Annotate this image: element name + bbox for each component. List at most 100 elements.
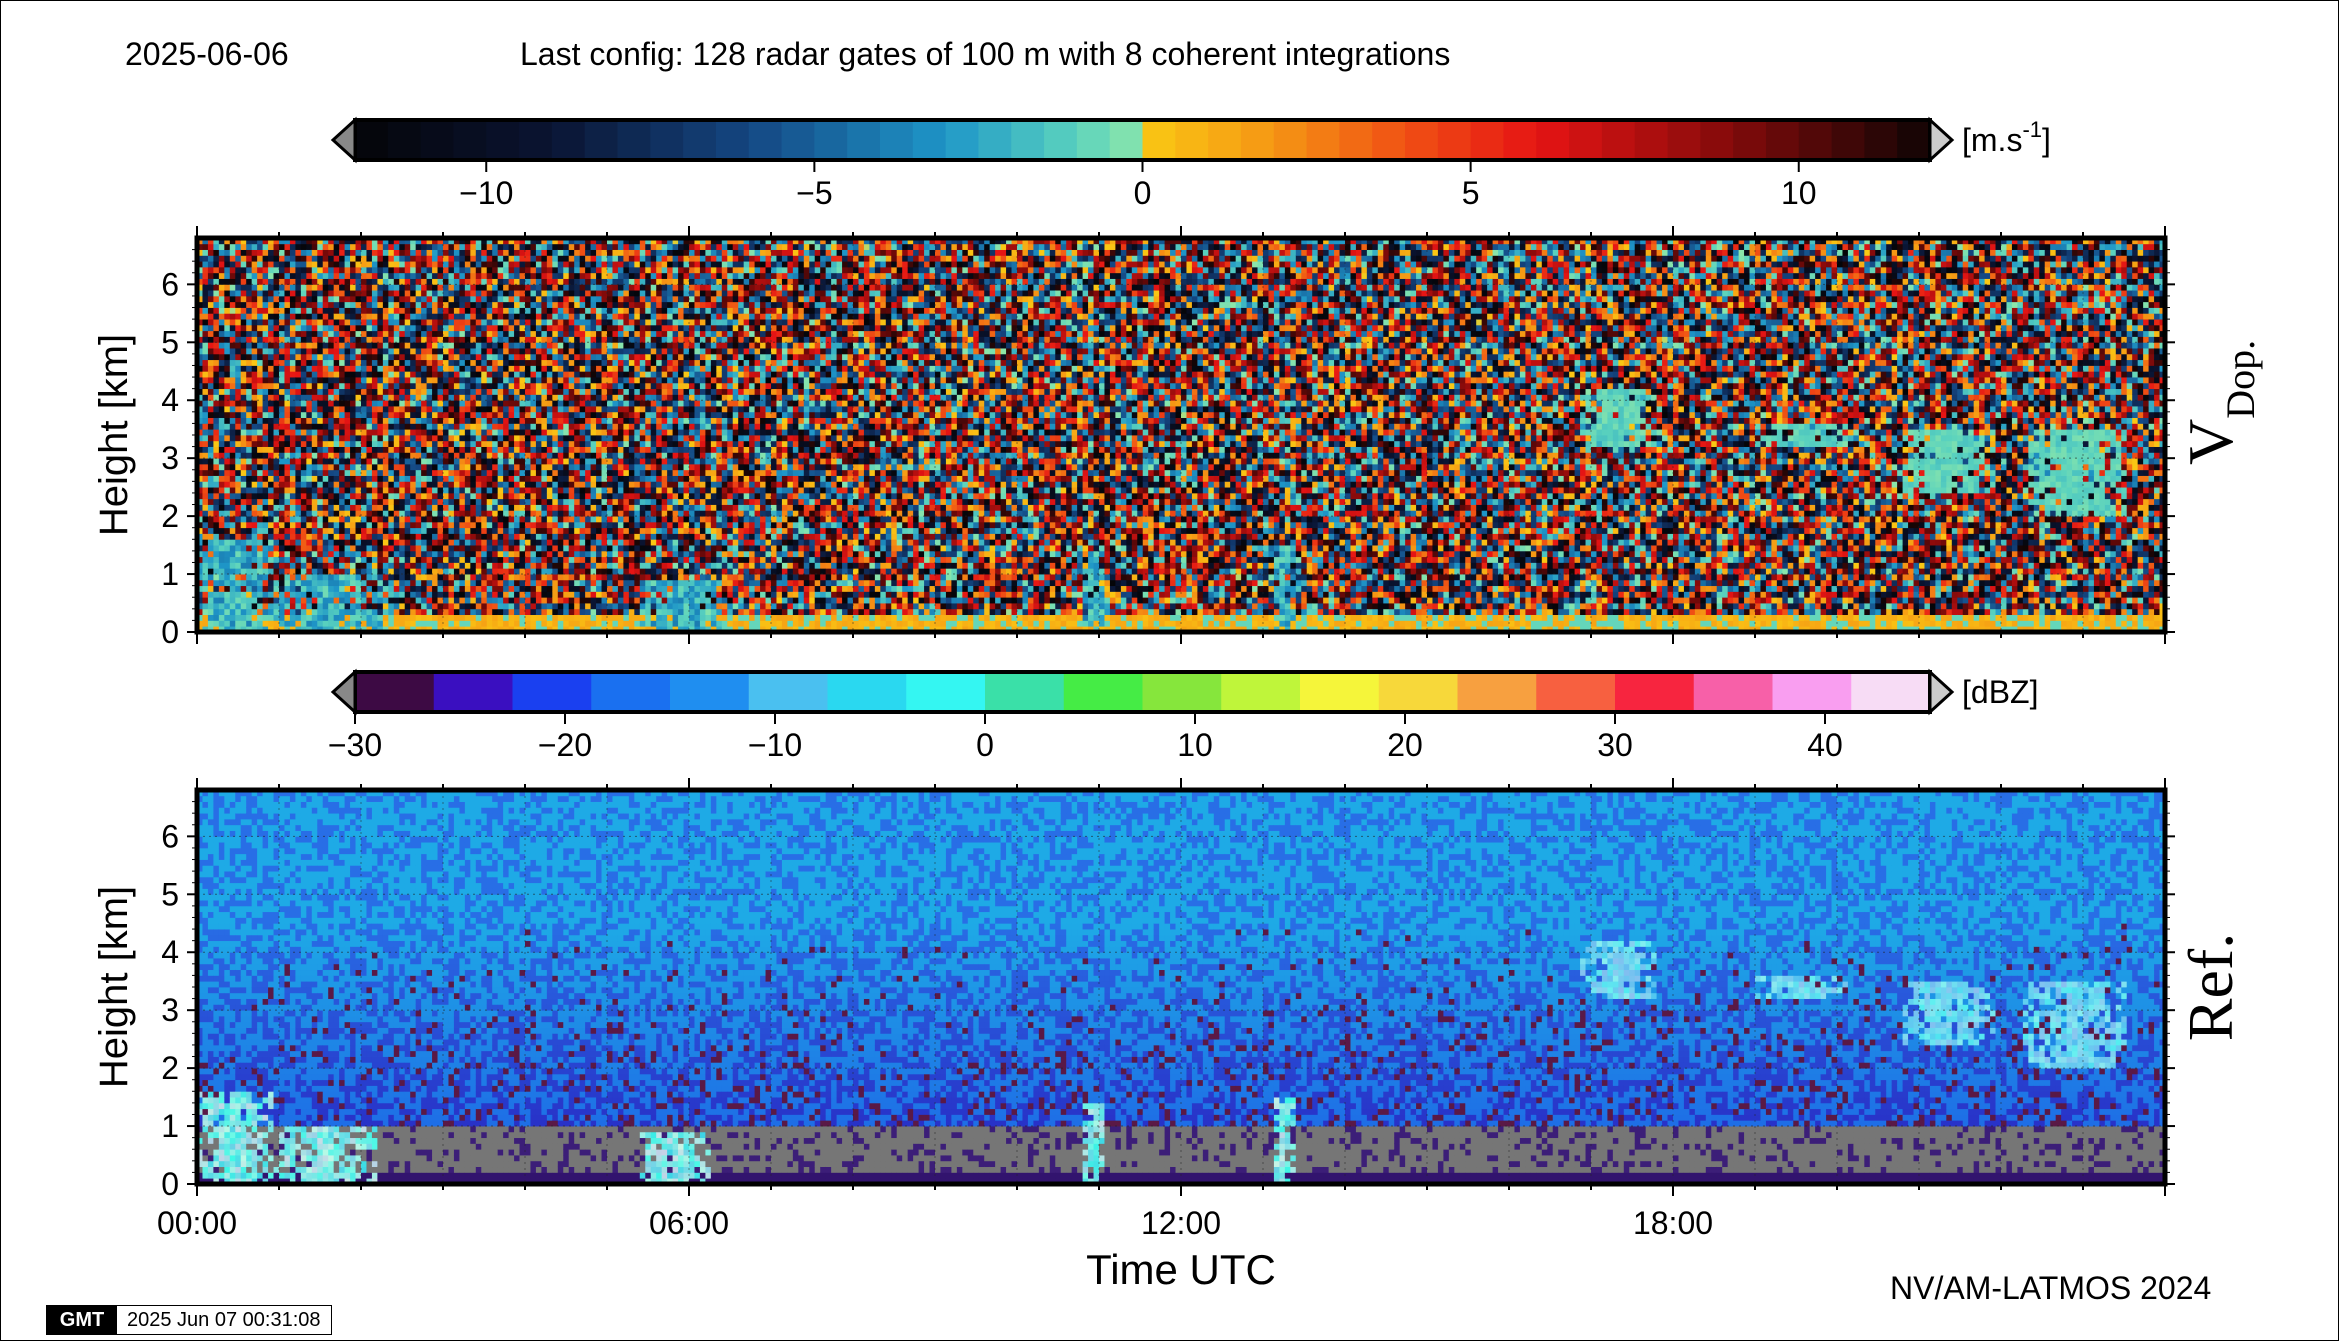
heatmap-cell: [230, 261, 236, 267]
heatmap-cell: [224, 447, 230, 453]
heatmap-cell: [219, 603, 225, 609]
heatmap-cell: [213, 481, 219, 487]
heatmap-cell: [230, 591, 236, 597]
heatmap-cell: [208, 360, 214, 366]
heatmap-cell: [235, 574, 241, 580]
heatmap-cell: [202, 279, 208, 285]
heatmap-cell: [224, 493, 230, 499]
heatmap-cell: [208, 545, 214, 551]
heatmap-cell: [235, 516, 241, 522]
heatmap-cell: [219, 313, 225, 319]
colorbar-bin: [880, 120, 913, 160]
heatmap-cell: [230, 586, 236, 592]
heatmap-cell: [208, 458, 214, 464]
heatmap-cell: [202, 551, 208, 557]
heatmap-cell: [224, 319, 230, 325]
heatmap-cell: [235, 255, 241, 261]
heatmap-cell: [230, 337, 236, 343]
heatmap-cell: [241, 447, 247, 453]
heatmap-cell: [230, 267, 236, 273]
heatmap-cell: [224, 255, 230, 261]
heatmap-cell: [230, 493, 236, 499]
heatmap-cell: [219, 568, 225, 574]
heatmap-cell: [208, 470, 214, 476]
heatmap-cell: [208, 331, 214, 337]
heatmap-cell: [241, 377, 247, 383]
heatmap-cell: [213, 464, 219, 470]
heatmap-cell: [202, 250, 208, 256]
heatmap-cell: [208, 447, 214, 453]
heatmap-cell: [230, 325, 236, 331]
colorbar-bin: [1307, 120, 1340, 160]
heatmap-cell: [219, 557, 225, 563]
heatmap-cell: [219, 418, 225, 424]
heatmap-cell: [224, 273, 230, 279]
heatmap-cell: [241, 371, 247, 377]
heatmap-cell: [224, 389, 230, 395]
heatmap-cell: [213, 302, 219, 308]
heatmap-cell: [208, 319, 214, 325]
heatmap-cell: [202, 464, 208, 470]
heatmap-cell: [241, 493, 247, 499]
heatmap-cell: [208, 400, 214, 406]
heatmap-cell: [208, 365, 214, 371]
heatmap-cell: [235, 284, 241, 290]
heatmap-cell: [219, 551, 225, 557]
heatmap-cell: [241, 487, 247, 493]
heatmap-cell: [202, 452, 208, 458]
heatmap-cell: [202, 557, 208, 563]
colorbar-bin: [847, 120, 880, 160]
heatmap-cell: [241, 510, 247, 516]
heatmap-cell: [230, 313, 236, 319]
heatmap-cell: [241, 383, 247, 389]
heatmap-cell: [208, 354, 214, 360]
heatmap-cell: [235, 360, 241, 366]
heatmap-cell: [219, 261, 225, 267]
heatmap-cell: [224, 557, 230, 563]
heatmap-cell: [224, 580, 230, 586]
colorbar-bin: [1832, 120, 1865, 160]
heatmap-cell: [213, 597, 219, 603]
heatmap-cell: [235, 487, 241, 493]
heatmap-cell: [241, 470, 247, 476]
heatmap-cell: [241, 586, 247, 592]
heatmap-cell: [235, 435, 241, 441]
heatmap-cell: [241, 522, 247, 528]
heatmap-cell: [230, 435, 236, 441]
heatmap-cell: [213, 313, 219, 319]
colorbar-bin: [1274, 120, 1307, 160]
colorbar-bin: [1799, 120, 1832, 160]
heatmap-cell: [241, 354, 247, 360]
heatmap-cell: [219, 516, 225, 522]
heatmap-cell: [230, 279, 236, 285]
heatmap-cell: [202, 441, 208, 447]
heatmap-cell: [213, 354, 219, 360]
heatmap-cell: [213, 319, 219, 325]
heatmap-cell: [230, 371, 236, 377]
heatmap-cell: [213, 331, 219, 337]
heatmap-cell: [219, 441, 225, 447]
heatmap-cell: [208, 620, 214, 626]
heatmap-cell: [241, 418, 247, 424]
heatmap-cell: [213, 568, 219, 574]
heatmap-cell: [202, 562, 208, 568]
heatmap-cell: [224, 377, 230, 383]
heatmap-cell: [224, 284, 230, 290]
heatmap-cell: [213, 562, 219, 568]
heatmap-cell: [208, 337, 214, 343]
heatmap-cell: [241, 389, 247, 395]
heatmap-cell: [213, 284, 219, 290]
heatmap-cell: [224, 354, 230, 360]
heatmap-cell: [213, 452, 219, 458]
heatmap-cell: [224, 568, 230, 574]
heatmap-cell: [208, 597, 214, 603]
heatmap-cell: [230, 487, 236, 493]
heatmap-cell: [224, 586, 230, 592]
heatmap-cell: [224, 296, 230, 302]
heatmap-cell: [224, 528, 230, 534]
heatmap-cell: [213, 470, 219, 476]
heatmap-cell: [235, 476, 241, 482]
heatmap-cell: [202, 609, 208, 615]
heatmap-cell: [230, 528, 236, 534]
heatmap-cell: [202, 470, 208, 476]
